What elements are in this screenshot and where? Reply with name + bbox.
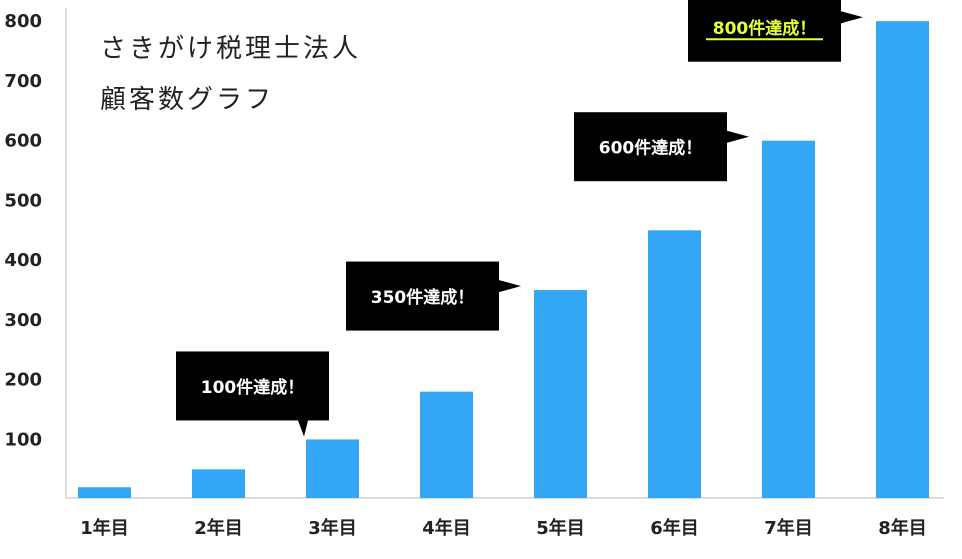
y-tick-label: 200 — [4, 370, 42, 391]
x-tick-label: 1年目 — [80, 517, 129, 539]
callout-box — [688, 0, 841, 62]
x-tick-label: 5年目 — [536, 517, 585, 539]
callout-8: 800件達成！ — [688, 0, 863, 62]
bar-6 — [648, 230, 701, 498]
callout-pointer — [499, 280, 521, 293]
callout-box — [176, 351, 329, 421]
x-tick-label: 2年目 — [194, 517, 243, 539]
bar-8 — [876, 21, 929, 498]
callout-label: 800件達成！ — [713, 18, 817, 39]
tick-labels: 100 200 300 400 500 600 700 800 1年目 2年目 3年目 4年目 5年目 6… — [4, 11, 926, 539]
chart-title-line: さきがけ税理士法人 — [100, 34, 361, 64]
callout-3: 100件達成！ — [176, 351, 329, 437]
callout-pointer — [727, 130, 749, 143]
bar-7 — [762, 140, 815, 498]
y-tick-label: 400 — [4, 250, 42, 271]
y-tick-label: 100 — [4, 429, 42, 450]
y-tick-label: 300 — [4, 310, 42, 331]
x-tick-label: 3年目 — [308, 517, 357, 539]
callout-label: 350件達成！ — [371, 287, 475, 308]
y-tick-label: 700 — [4, 71, 42, 92]
bars — [78, 21, 929, 498]
callout-label: 600件達成！ — [599, 138, 703, 159]
annotations: 100件達成！ 350件達成！ 600件達成！ 800件達成！ — [176, 0, 863, 437]
callout-pointer — [841, 11, 863, 24]
callout-box — [574, 112, 727, 182]
bar-3 — [306, 439, 359, 498]
x-tick-label: 7年目 — [764, 517, 813, 539]
bar-1 — [78, 487, 131, 498]
y-tick-label: 600 — [4, 131, 42, 152]
bar-4 — [420, 391, 473, 498]
callout-label: 100件達成！ — [201, 377, 305, 398]
chart-title-line: 顧客数グラフ — [100, 85, 274, 115]
callout-box — [346, 261, 499, 331]
bar-5 — [534, 290, 587, 498]
x-tick-label: 6年目 — [650, 517, 699, 539]
x-tick-label: 8年目 — [878, 517, 927, 539]
y-tick-label: 800 — [4, 11, 42, 32]
callout-7: 600件達成！ — [574, 112, 749, 182]
x-tick-label: 4年目 — [422, 517, 471, 539]
callout-pointer — [298, 420, 308, 437]
callout-5: 350件達成！ — [346, 261, 521, 331]
y-tick-label: 500 — [4, 190, 42, 211]
bar-2 — [192, 469, 245, 498]
